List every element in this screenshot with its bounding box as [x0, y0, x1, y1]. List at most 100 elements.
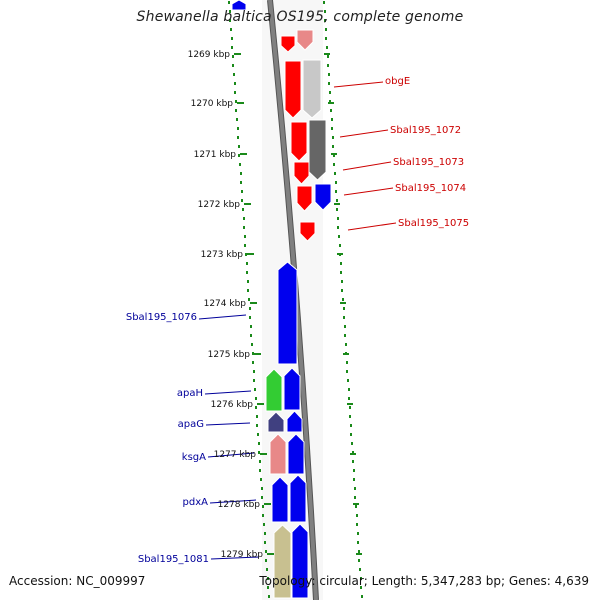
- scale-dot: [340, 271, 342, 274]
- gene-label-Sbal195_1073[interactable]: Sbal195_1073: [393, 157, 464, 168]
- gene-label-Sbal195_1076[interactable]: Sbal195_1076: [126, 312, 197, 323]
- scale-dot: [349, 415, 351, 418]
- feature-pdxA[interactable]: [271, 476, 289, 523]
- gene-label-ksgA[interactable]: ksgA: [182, 452, 206, 463]
- feature-obgE[interactable]: [284, 60, 302, 119]
- scale-dot: [257, 433, 259, 436]
- feature-red[interactable]: [280, 35, 296, 53]
- scale-dot: [234, 91, 236, 94]
- scale-dot: [249, 316, 251, 319]
- feature-1081-b[interactable]: [291, 523, 309, 599]
- gene-label-apaH[interactable]: apaH: [177, 388, 203, 399]
- feature-gray-light[interactable]: [302, 59, 322, 119]
- feature-gray-dark[interactable]: [308, 119, 327, 181]
- scale-dot: [259, 460, 261, 463]
- scale-dot: [244, 235, 246, 238]
- scale-dot: [354, 496, 356, 499]
- scale-dot: [232, 55, 234, 58]
- scale-dot: [340, 262, 342, 265]
- feature-1076[interactable]: [277, 261, 298, 365]
- feature-1072[interactable]: [290, 121, 308, 162]
- gene-label-Sbal195_1074[interactable]: Sbal195_1074: [395, 183, 466, 194]
- scale-dot: [238, 145, 240, 148]
- gene-label-obgE[interactable]: obgE: [385, 76, 410, 87]
- scale-dot: [239, 163, 241, 166]
- scale-dot: [233, 73, 235, 76]
- scale-label: 1274 kbp: [204, 299, 247, 309]
- scale-dot: [334, 172, 336, 175]
- gene-label-Sbal195_1072[interactable]: Sbal195_1072: [390, 125, 461, 136]
- scale-dot: [351, 442, 353, 445]
- feature-pdxA-b[interactable]: [289, 474, 307, 523]
- feature-1081[interactable]: [273, 524, 292, 599]
- gene-label-pdxA[interactable]: pdxA: [183, 497, 209, 508]
- gene-label-Sbal195_1075[interactable]: Sbal195_1075: [398, 218, 469, 229]
- leader-line-apaH: [204, 390, 252, 395]
- scale-dot: [336, 199, 338, 202]
- leader-line-Sbal195_1073: [342, 161, 392, 171]
- scale-dot: [267, 586, 269, 589]
- scale-label: 1273 kbp: [201, 250, 244, 260]
- feature-top-blue[interactable]: [231, 0, 247, 11]
- scale-dot: [264, 541, 266, 544]
- feature-1074[interactable]: [296, 185, 313, 212]
- gene-label-Sbal195_1081[interactable]: Sbal195_1081: [138, 554, 209, 565]
- scale-dot: [261, 496, 263, 499]
- scale-tick-outer: [340, 302, 346, 304]
- leader-line-Sbal195_1072: [339, 129, 389, 138]
- scale-dot: [342, 298, 344, 301]
- scale-tick: [264, 503, 271, 505]
- feature-apaH-b[interactable]: [283, 367, 301, 411]
- scale-dot: [324, 10, 326, 13]
- scale-dot: [353, 469, 355, 472]
- feature-1073[interactable]: [293, 161, 310, 185]
- scale-label: 1272 kbp: [198, 200, 241, 210]
- scale-dot: [350, 424, 352, 427]
- feature-ksgA-b[interactable]: [287, 433, 305, 475]
- feature-ksgA[interactable]: [269, 433, 287, 475]
- feature-apaG-b[interactable]: [286, 410, 303, 433]
- gene-features[interactable]: [231, 0, 332, 599]
- scale-dot: [231, 46, 233, 49]
- feature-apaH[interactable]: [265, 368, 283, 412]
- scale-dot: [349, 406, 351, 409]
- feature-apaG[interactable]: [267, 411, 285, 433]
- feature-blue-fwd[interactable]: [314, 183, 332, 211]
- scale-dot: [237, 127, 239, 130]
- scale-dot: [353, 478, 355, 481]
- scale-dot: [245, 253, 247, 256]
- scale-dot: [330, 109, 332, 112]
- scale-dot: [256, 424, 258, 427]
- scale-tick: [244, 203, 251, 205]
- scale-dot: [253, 370, 255, 373]
- scale-dot: [327, 64, 329, 67]
- feature-1075[interactable]: [299, 221, 316, 242]
- scale-dot: [236, 118, 238, 121]
- scale-dot: [332, 145, 334, 148]
- scale-dot: [360, 577, 362, 580]
- scale-dot: [337, 226, 339, 229]
- scale-tick-outer: [350, 453, 356, 455]
- scale-dot: [343, 316, 345, 319]
- scale-dot: [361, 595, 363, 598]
- scale-dot: [244, 244, 246, 247]
- scale-dot: [358, 550, 360, 553]
- gene-label-apaG[interactable]: apaG: [178, 419, 204, 430]
- scale-dot: [254, 388, 256, 391]
- gene-labels[interactable]: obgE Sbal195_1072 Sbal195_1073 Sbal195_1074…: [126, 76, 469, 565]
- scale-dot: [345, 343, 347, 346]
- scale-dot: [346, 361, 348, 364]
- scale-dot: [246, 271, 248, 274]
- scale-dot: [331, 127, 333, 130]
- scale-tick-outer: [328, 102, 334, 104]
- scale-dot: [329, 100, 331, 103]
- scale-label: 1279 kbp: [221, 550, 264, 560]
- scale-dot: [335, 181, 337, 184]
- scale-dot: [360, 586, 362, 589]
- scale-tick-outer: [356, 553, 362, 555]
- scale-dot: [339, 244, 341, 247]
- scale-dot: [350, 433, 352, 436]
- feature-pink[interactable]: [296, 29, 314, 51]
- leader-line-apaG: [205, 422, 251, 426]
- scale-tick: [260, 453, 267, 455]
